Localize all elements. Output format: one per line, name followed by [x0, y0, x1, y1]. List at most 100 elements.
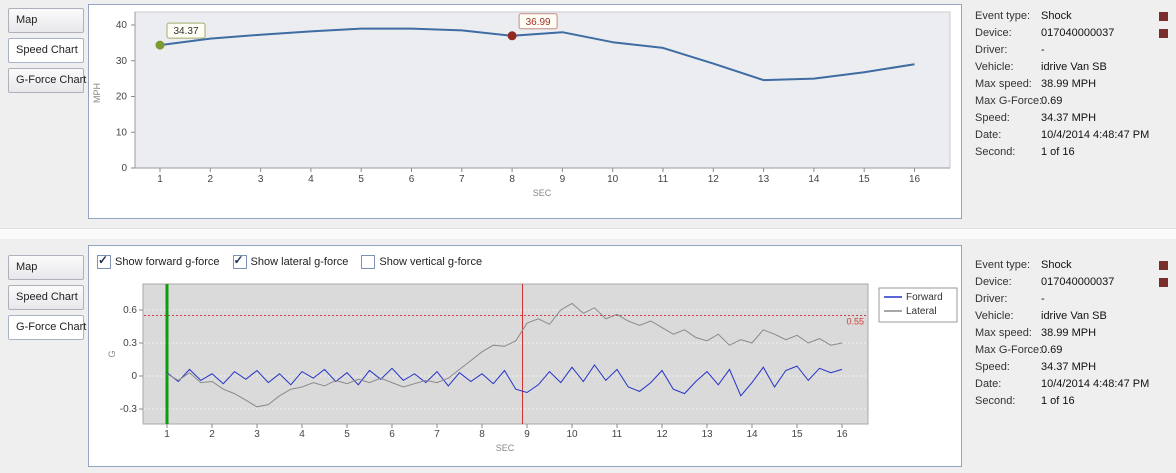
lateral-gforce-line — [166, 302, 843, 408]
info-row: Driver: - — [975, 291, 1174, 308]
legend: Forward Lateral — [878, 287, 958, 323]
x-axis-title: SEC — [533, 188, 552, 198]
tab-map[interactable]: Map — [8, 8, 84, 33]
x-tick-label: 7 — [459, 174, 465, 185]
x-tick-label: 6 — [409, 174, 415, 185]
checkbox-checked-icon[interactable] — [97, 253, 111, 269]
checkbox-item-show-forward-g-force: Show forward g-force — [97, 253, 220, 269]
y-tick-label: 10 — [116, 127, 128, 138]
x-tick-label: 6 — [389, 429, 395, 440]
red-marker-icon — [1159, 261, 1168, 270]
checkbox-checked-icon[interactable] — [232, 253, 247, 269]
info-value: 34.37 MPH — [1041, 361, 1097, 373]
info-row: Device: 017040000037 — [975, 274, 1174, 291]
x-tick-label: 12 — [656, 429, 668, 440]
info-row: Max G-Force:0.69 — [975, 342, 1174, 359]
info-label: Max speed: — [975, 327, 1032, 339]
x-tick-label: 4 — [299, 429, 305, 440]
speed-chart-panel: Map Speed Chart G-Force Chart 0 10 20 30 40 1 2 3… — [0, 0, 1176, 229]
info-row: Date: 10/4/2014 4:48:47 PM — [975, 127, 1174, 144]
tab-speed-chart[interactable]: Speed Chart — [8, 285, 84, 310]
info-row: Max speed: 38.99 MPH — [975, 76, 1174, 93]
x-tick-label: 9 — [560, 174, 566, 185]
info-label: Event type: — [975, 10, 1031, 22]
marker-label-box — [166, 22, 206, 39]
info-label: Driver: — [975, 293, 1008, 305]
info-row: Driver: - — [975, 42, 1174, 59]
y-tick-label: 30 — [116, 56, 128, 67]
y-tick-label: -0.3 — [120, 404, 138, 415]
x-tick-label: 9 — [524, 429, 530, 440]
tab-map[interactable]: Map — [8, 255, 84, 280]
info-value: 1 of 16 — [1041, 395, 1075, 407]
info-value: - — [1041, 44, 1045, 56]
forward-gforce-line — [166, 364, 843, 397]
info-value: 10/4/2014 4:48:47 PM — [1041, 129, 1150, 141]
info-label: Second: — [975, 146, 1016, 158]
info-value: 10/4/2014 4:48:47 PM — [1041, 378, 1150, 390]
checkbox-label: Show lateral g-force — [250, 256, 349, 268]
info-label: Date: — [975, 378, 1002, 390]
info-value: 017040000037 — [1041, 276, 1115, 288]
x-tick-label: 11 — [658, 174, 669, 185]
plot-area[interactable] — [142, 283, 869, 425]
info-row: Vehicle: idrive Van SB — [975, 308, 1174, 325]
info-value: 38.99 MPH — [1041, 78, 1097, 90]
info-value: 017040000037 — [1041, 27, 1115, 39]
info-label: Speed: — [975, 112, 1010, 124]
checkbox-item-show-vertical-g-force: Show vertical g-force — [361, 255, 482, 269]
y-axis-title: MPH — [92, 83, 102, 103]
tab-g-force-chart[interactable]: G-Force Chart — [8, 315, 86, 340]
y-tick-label: 0.6 — [123, 305, 137, 316]
info-label: Second: — [975, 395, 1016, 407]
info-value: 0.69 — [1041, 344, 1063, 356]
plot-area[interactable] — [134, 11, 951, 169]
red-marker-icon — [1159, 12, 1168, 21]
y-tick-label: 40 — [116, 20, 128, 31]
x-tick-label: 8 — [479, 429, 485, 440]
info-value: - — [1041, 293, 1045, 305]
sidebar-tabs: Map Speed Chart G-Force Chart — [8, 8, 86, 98]
x-tick-label: 5 — [344, 429, 350, 440]
y-tick-label: 20 — [116, 92, 128, 103]
info-label: Vehicle: — [975, 61, 1014, 73]
y-tick-label: 0 — [131, 371, 137, 382]
gforce-chart[interactable]: -0.300.30.61 2 3 4 5 6 7 8 9 10 11 12 13 14 15 160.55GS… — [89, 272, 961, 466]
speed-chart-box: 0 10 20 30 40 1 2 3 4 5 6 7 8 9 10 11 12 13 14 15 16 MPH SEC 34… — [88, 4, 962, 219]
legend-label: Forward — [906, 292, 943, 303]
info-row: Max speed: 38.99 MPH — [975, 325, 1174, 342]
tab-g-force-chart[interactable]: G-Force Chart — [8, 68, 86, 93]
speed-line — [159, 27, 915, 82]
info-value: Shock — [1041, 10, 1072, 22]
info-label: Date: — [975, 129, 1002, 141]
checkbox-label: Show forward g-force — [115, 256, 220, 268]
x-tick-label: 5 — [358, 174, 364, 185]
marker-label: 36.99 — [526, 17, 551, 28]
info-label: Driver: — [975, 44, 1008, 56]
x-tick-label: 12 — [708, 174, 720, 185]
event-marker[interactable] — [507, 31, 517, 41]
x-tick-label: 15 — [791, 429, 803, 440]
start-marker[interactable] — [155, 40, 165, 50]
threshold-label: 0.55 — [846, 317, 864, 327]
info-row: Event type: Shock — [975, 257, 1174, 274]
legend-label: Lateral — [906, 306, 937, 317]
x-tick-label: 14 — [746, 429, 758, 440]
info-label: Vehicle: — [975, 310, 1014, 322]
info-row: Second: 1 of 16 — [975, 393, 1174, 410]
x-tick-label: 3 — [258, 174, 264, 185]
info-value: idrive Van SB — [1041, 61, 1107, 73]
tab-speed-chart[interactable]: Speed Chart — [8, 38, 84, 63]
info-row: Device: 017040000037 — [975, 25, 1174, 42]
checkbox-unchecked-icon[interactable] — [361, 255, 376, 269]
info-value: 34.37 MPH — [1041, 112, 1097, 124]
marker-label-box — [518, 13, 558, 30]
red-marker-icon — [1159, 278, 1168, 287]
info-row: Speed: 34.37 MPH — [975, 110, 1174, 127]
info-label: Max speed: — [975, 78, 1032, 90]
x-tick-label: 16 — [909, 174, 921, 185]
x-tick-label: 13 — [758, 174, 770, 185]
sidebar-tabs: Map Speed Chart G-Force Chart — [8, 255, 86, 345]
